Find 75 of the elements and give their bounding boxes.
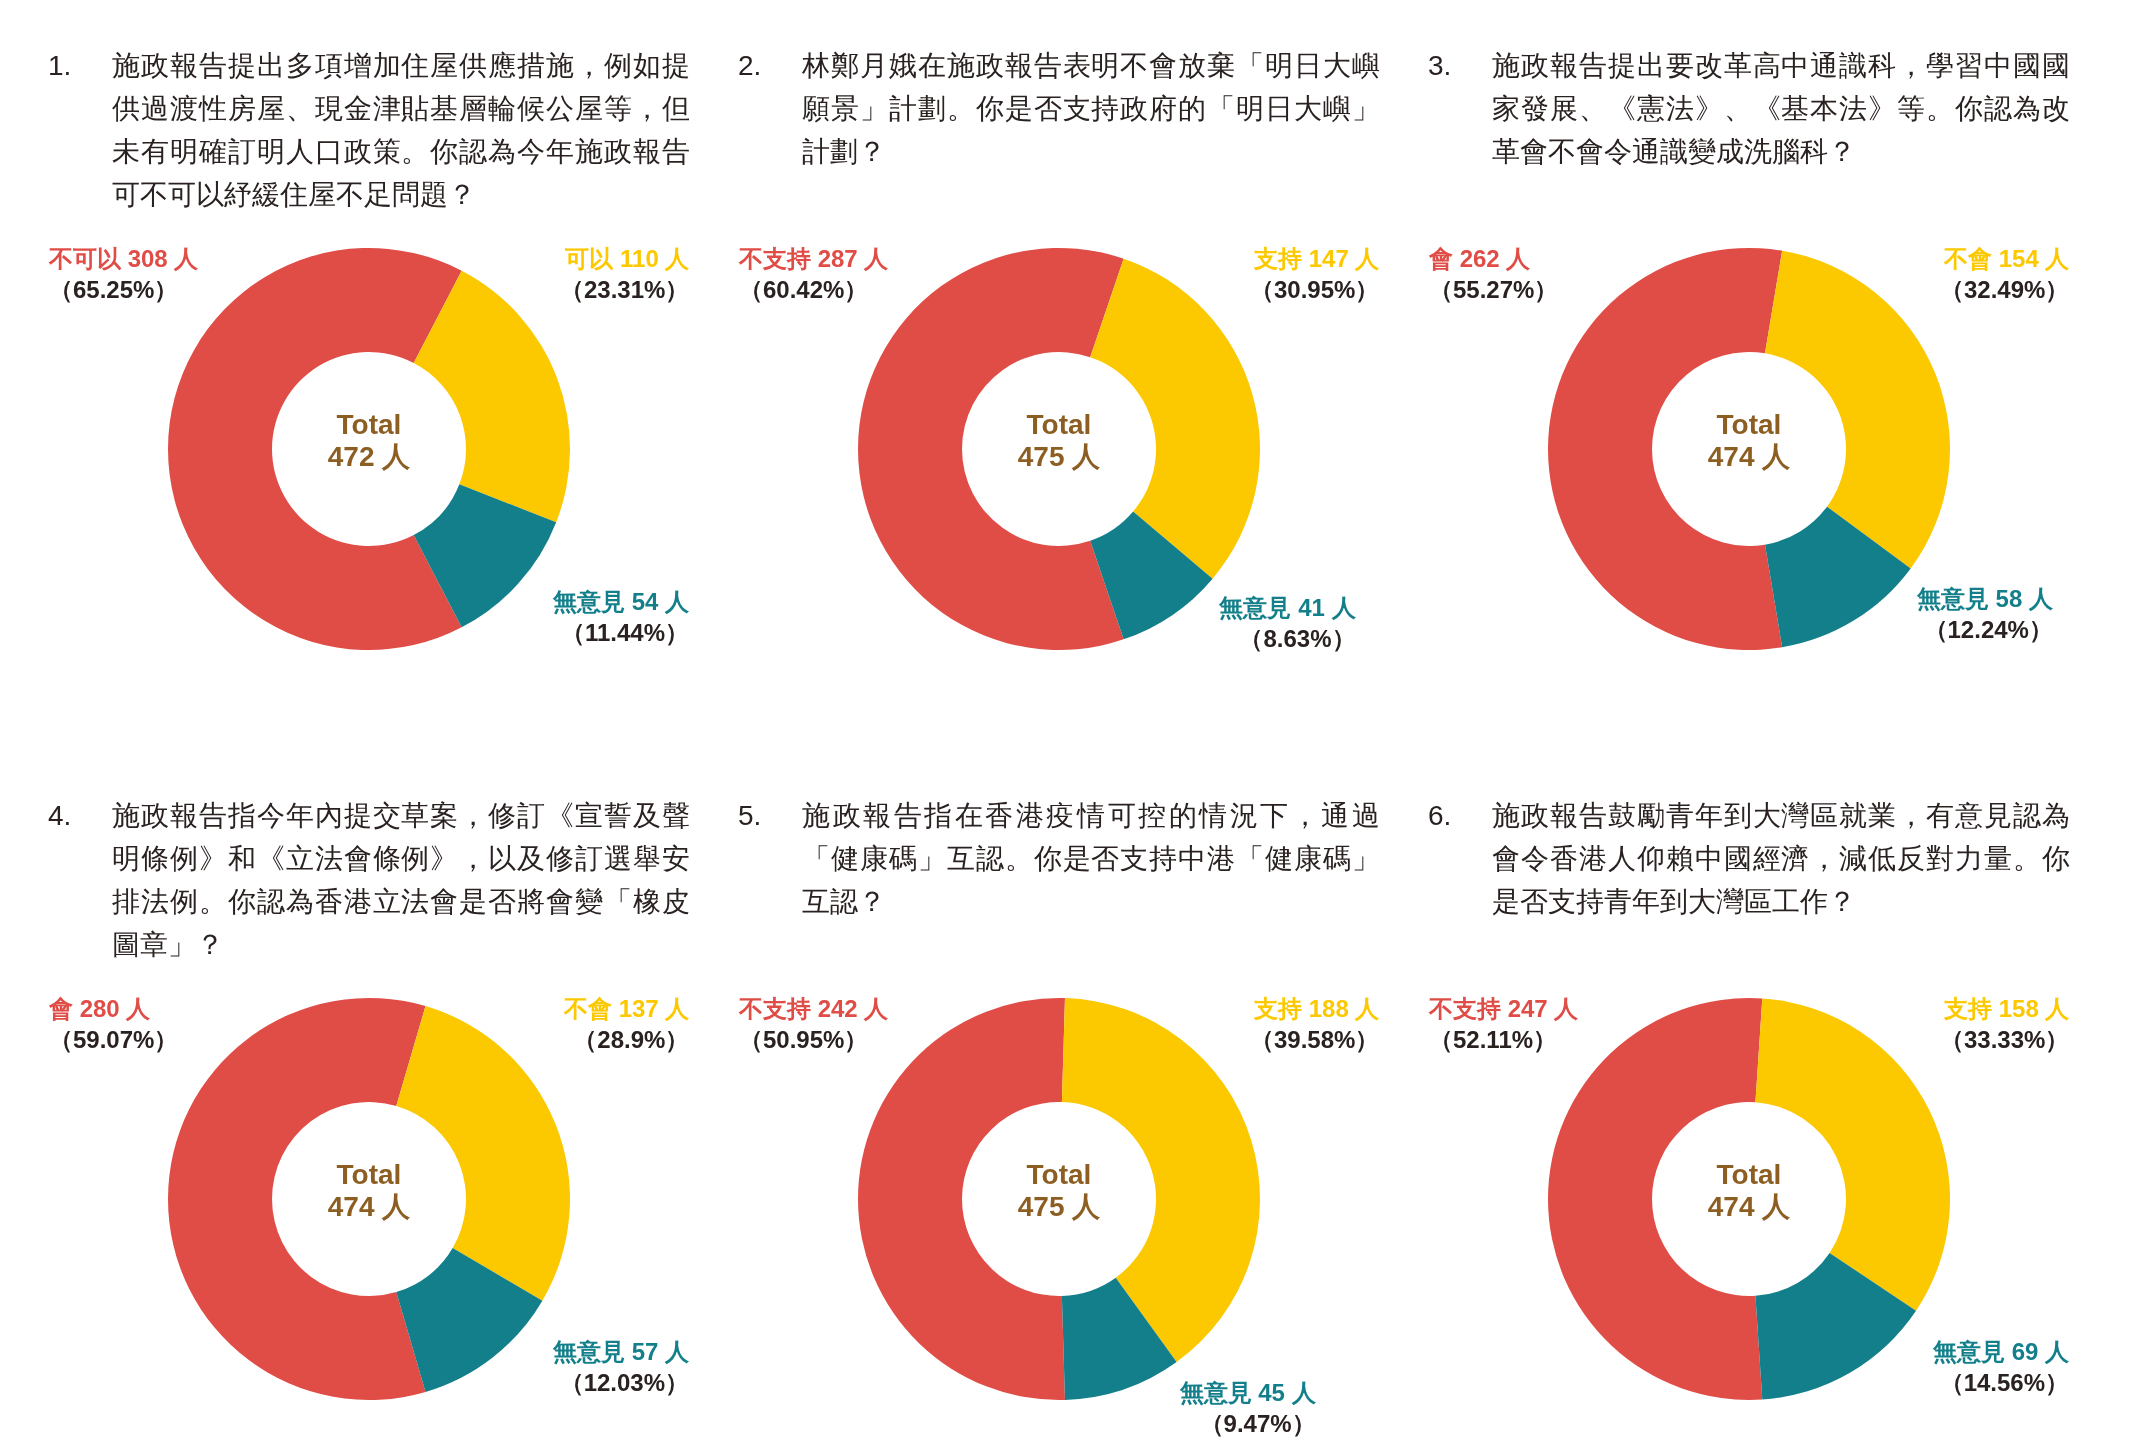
slice-label: 無意見 (1933, 1338, 2005, 1365)
data-label: 54 人 (631, 588, 690, 615)
text: （11.44%） (560, 619, 690, 646)
text: Total 474 人 (326, 1159, 412, 1223)
slice-label: 無意見 (553, 588, 625, 615)
text: （60.42%） (739, 276, 869, 303)
chart-title: 3. 施政報告提出要改革高中通識科，學習中國國家發展、《憲法》、《基本法》等。你認為改革會不會令通識變成洗腦科？ (1428, 50, 2070, 167)
text: （14.56%） (1939, 1369, 2070, 1396)
slice-label: 不會 (564, 995, 612, 1022)
data-label: 58 人 (1995, 585, 2053, 613)
text: （52.11%） (1429, 1026, 1558, 1053)
text: （12.24%） (1923, 616, 2053, 644)
text: （8.63%） (1239, 625, 1356, 653)
donut-slice (1755, 1252, 1917, 1400)
slice-label: 無意見 (1179, 1379, 1252, 1407)
text: （59.07%） (49, 1026, 179, 1053)
donut-slice (396, 1248, 543, 1392)
text: （50.95%） (739, 1026, 869, 1053)
slice-label: 支持 (1254, 245, 1303, 272)
slice-label: 會 (1429, 245, 1453, 272)
donut-slice (168, 998, 426, 1400)
data-label: 280 人 (79, 995, 151, 1022)
slice-label: 可以 (565, 245, 614, 272)
slice-label: 不支持 (1429, 995, 1501, 1022)
text: （30.95%） (1250, 276, 1380, 303)
data-label: 69 人 (2011, 1338, 2070, 1365)
donut-slice (1061, 1277, 1177, 1400)
slice-label: 支持 (1944, 995, 1993, 1022)
donut-slice (413, 270, 570, 523)
slice-label: 不支持 (739, 245, 811, 272)
slice-label: 不支持 (739, 995, 811, 1022)
donut-slice (168, 248, 462, 650)
slice-label: 不會 (1944, 245, 1993, 272)
donut-slice (1765, 506, 1911, 648)
text: （33.33%） (1940, 1026, 2070, 1053)
data-label: 57 人 (631, 1338, 690, 1365)
data-label: 110 人 (620, 245, 690, 272)
text: Total 474 人 (1706, 409, 1792, 473)
chart-title: 6. 施政報告鼓勵青年到大灣區就業，有意見認為會令香港人仰賴中國經濟，減低反對力量。你是否支持青年到大灣區工作？ (1428, 800, 2070, 917)
slice-label: 無意見 (1916, 585, 1989, 613)
data-label: 188 人 (1308, 995, 1380, 1022)
donut-slice (858, 248, 1124, 650)
text: （12.03%） (559, 1369, 690, 1396)
chart-title: 1. 施政報告提出多項增加住屋供應措施，例如提供過渡性房屋、現金津貼基層輪候公屋等，但未有明確訂明人口政策。你認為今年施政報告可不可以紓緩住屋不足問題？ (48, 50, 690, 210)
text: （32.49%） (1940, 276, 2070, 303)
chart-title: 4. 施政報告指今年內提交草案，修訂《宣誓及聲明條例》和《立法會條例》，以及修訂選舉安排法例。你認為香港立法會是否將會變「橡皮圖章」？ (48, 800, 690, 960)
text: Total 472 人 (326, 409, 412, 473)
data-label: 242 人 (817, 995, 889, 1022)
chart-title: 2. 林鄭月娥在施政報告表明不會放棄「明日大嶼願景」計劃。你是否支持政府的「明日大嶼」計劃？ (738, 50, 1380, 167)
text: （55.27%） (1429, 276, 1559, 303)
text: （39.58%） (1250, 1026, 1380, 1053)
text: Total 474 人 (1706, 1159, 1792, 1223)
data-label: 247 人 (1507, 995, 1579, 1022)
data-label: 45 人 (1258, 1379, 1316, 1407)
text: （65.25%） (49, 276, 179, 303)
data-label: 41 人 (1298, 594, 1356, 622)
slice-label: 不可以 (49, 245, 121, 272)
slice-label: 無意見 (1219, 594, 1292, 622)
text: （28.9%） (573, 1026, 690, 1053)
chart-title: 5. 施政報告指在香港疫情可控的情況下，通過「健康碼」互認。你是否支持中港「健康碼」互認？ (738, 800, 1380, 917)
data-label: 147 人 (1308, 245, 1380, 272)
data-label: 262 人 (1459, 245, 1531, 272)
text: Total 475 人 (1016, 1159, 1102, 1223)
data-label: 137 人 (618, 995, 690, 1022)
slice-label: 無意見 (553, 1338, 625, 1365)
data-label: 158 人 (1998, 995, 2070, 1022)
slice-label: 支持 (1254, 995, 1303, 1022)
data-label: 287 人 (817, 245, 889, 272)
text: （23.31%） (560, 276, 690, 303)
text: Total 475 人 (1016, 409, 1102, 473)
data-label: 308 人 (127, 245, 199, 272)
slice-label: 會 (49, 995, 73, 1022)
text: （9.47%） (1199, 1410, 1316, 1438)
data-label: 154 人 (1998, 245, 2070, 272)
donut-slice (1090, 511, 1213, 640)
